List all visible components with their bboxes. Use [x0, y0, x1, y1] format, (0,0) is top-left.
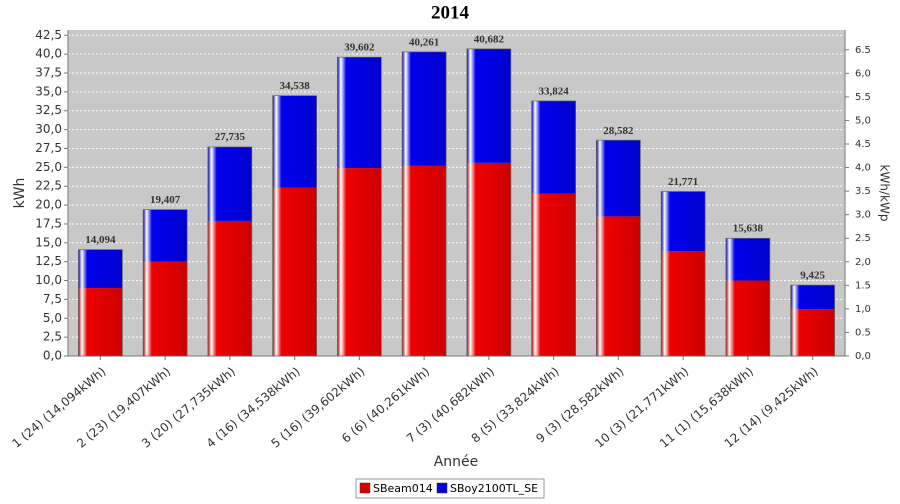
y2ticks-label: 5.5 — [855, 92, 871, 103]
yticks-label: 27,5 — [35, 141, 62, 155]
y2ticks-label: 3,0 — [855, 210, 871, 221]
y2ticks-label: 0.5 — [855, 327, 871, 338]
total-label: 28,582 — [603, 125, 634, 137]
bar-segment — [661, 251, 706, 356]
bar-segment — [207, 146, 252, 221]
yticks-label: 15,0 — [35, 235, 62, 249]
y2ticks-label: 6.5 — [855, 45, 871, 56]
total-label: 15,638 — [733, 223, 764, 235]
bar-segment — [725, 238, 770, 281]
bar-segment — [78, 288, 123, 356]
bar-segment — [466, 48, 511, 163]
bar-segment — [531, 193, 576, 356]
yticks-label: 37,5 — [35, 66, 62, 80]
y2ticks-label: 4,0 — [855, 163, 871, 174]
bar-segment — [143, 261, 188, 356]
yticks-label: 22,5 — [35, 179, 62, 193]
legend-swatch — [359, 482, 371, 494]
total-label: 19,407 — [150, 194, 181, 206]
yticks-label: 10,0 — [35, 273, 62, 287]
yticks-label: 42,5 — [35, 28, 62, 42]
bar-segment — [402, 51, 447, 166]
y2ticks-label: 0,0 — [855, 351, 871, 362]
legend-label: SBoy2100TL_SE — [450, 482, 538, 495]
yticks-label: 32,5 — [35, 103, 62, 117]
bar-segment — [790, 309, 835, 356]
total-label: 34,538 — [280, 80, 311, 92]
total-label: 27,735 — [215, 131, 246, 143]
yticks-label: 20,0 — [35, 198, 62, 212]
x-axis-label: Année — [434, 454, 479, 470]
bar-segment — [466, 162, 511, 356]
total-label: 33,824 — [539, 85, 570, 97]
bar-segment — [596, 216, 641, 356]
total-label: 40,261 — [409, 37, 439, 49]
total-label: 14,094 — [85, 234, 116, 246]
y-axis-label: kWh — [12, 178, 28, 209]
yticks-label: 5,0 — [43, 311, 62, 325]
bar-segment — [402, 165, 447, 356]
yticks-label: 7,5 — [43, 292, 62, 306]
bar-segment — [790, 285, 835, 310]
bar-segment — [78, 249, 123, 289]
yticks-label: 30,0 — [35, 122, 62, 136]
legend-swatch — [436, 482, 448, 494]
bar-segment — [596, 140, 641, 217]
y2ticks-label: 1,0 — [855, 304, 871, 315]
bar-segment — [531, 100, 576, 194]
y2ticks-label: 6,0 — [855, 68, 871, 79]
total-label: 9,425 — [800, 269, 825, 281]
legend-label: SBeam014 — [373, 482, 433, 495]
yticks-label: 2,5 — [43, 330, 62, 344]
bar-segment — [337, 57, 382, 169]
bar-segment — [143, 209, 188, 262]
yticks-label: 12,5 — [35, 254, 62, 268]
bar-segment — [661, 191, 706, 252]
y2ticks-label: 2,0 — [855, 257, 871, 268]
y2ticks-label: 5,0 — [855, 115, 871, 126]
y2ticks-label: 3.5 — [855, 186, 871, 197]
yticks-label: 25,0 — [35, 160, 62, 174]
bar-segment — [725, 280, 770, 356]
y2-axis-label: kWh/kWp — [878, 165, 892, 222]
bar-segment — [272, 187, 317, 356]
yticks-label: 17,5 — [35, 216, 62, 230]
chart-title: 2014 — [431, 2, 470, 23]
total-label: 39,602 — [344, 42, 375, 54]
legend — [355, 478, 545, 499]
yticks-label: 40,0 — [35, 47, 62, 61]
bar-segment — [207, 220, 252, 356]
total-label: 21,771 — [668, 176, 698, 188]
yticks-label: 35,0 — [35, 84, 62, 98]
bar-segment — [272, 95, 317, 188]
bar-segment — [337, 168, 382, 356]
y2ticks-label: 1.5 — [855, 280, 871, 291]
y2ticks-label: 4.5 — [855, 139, 871, 150]
y2ticks-label: 2.5 — [855, 233, 871, 244]
total-label: 40,682 — [474, 34, 505, 46]
plot-area — [68, 30, 845, 356]
yticks-label: 0,0 — [43, 349, 62, 363]
